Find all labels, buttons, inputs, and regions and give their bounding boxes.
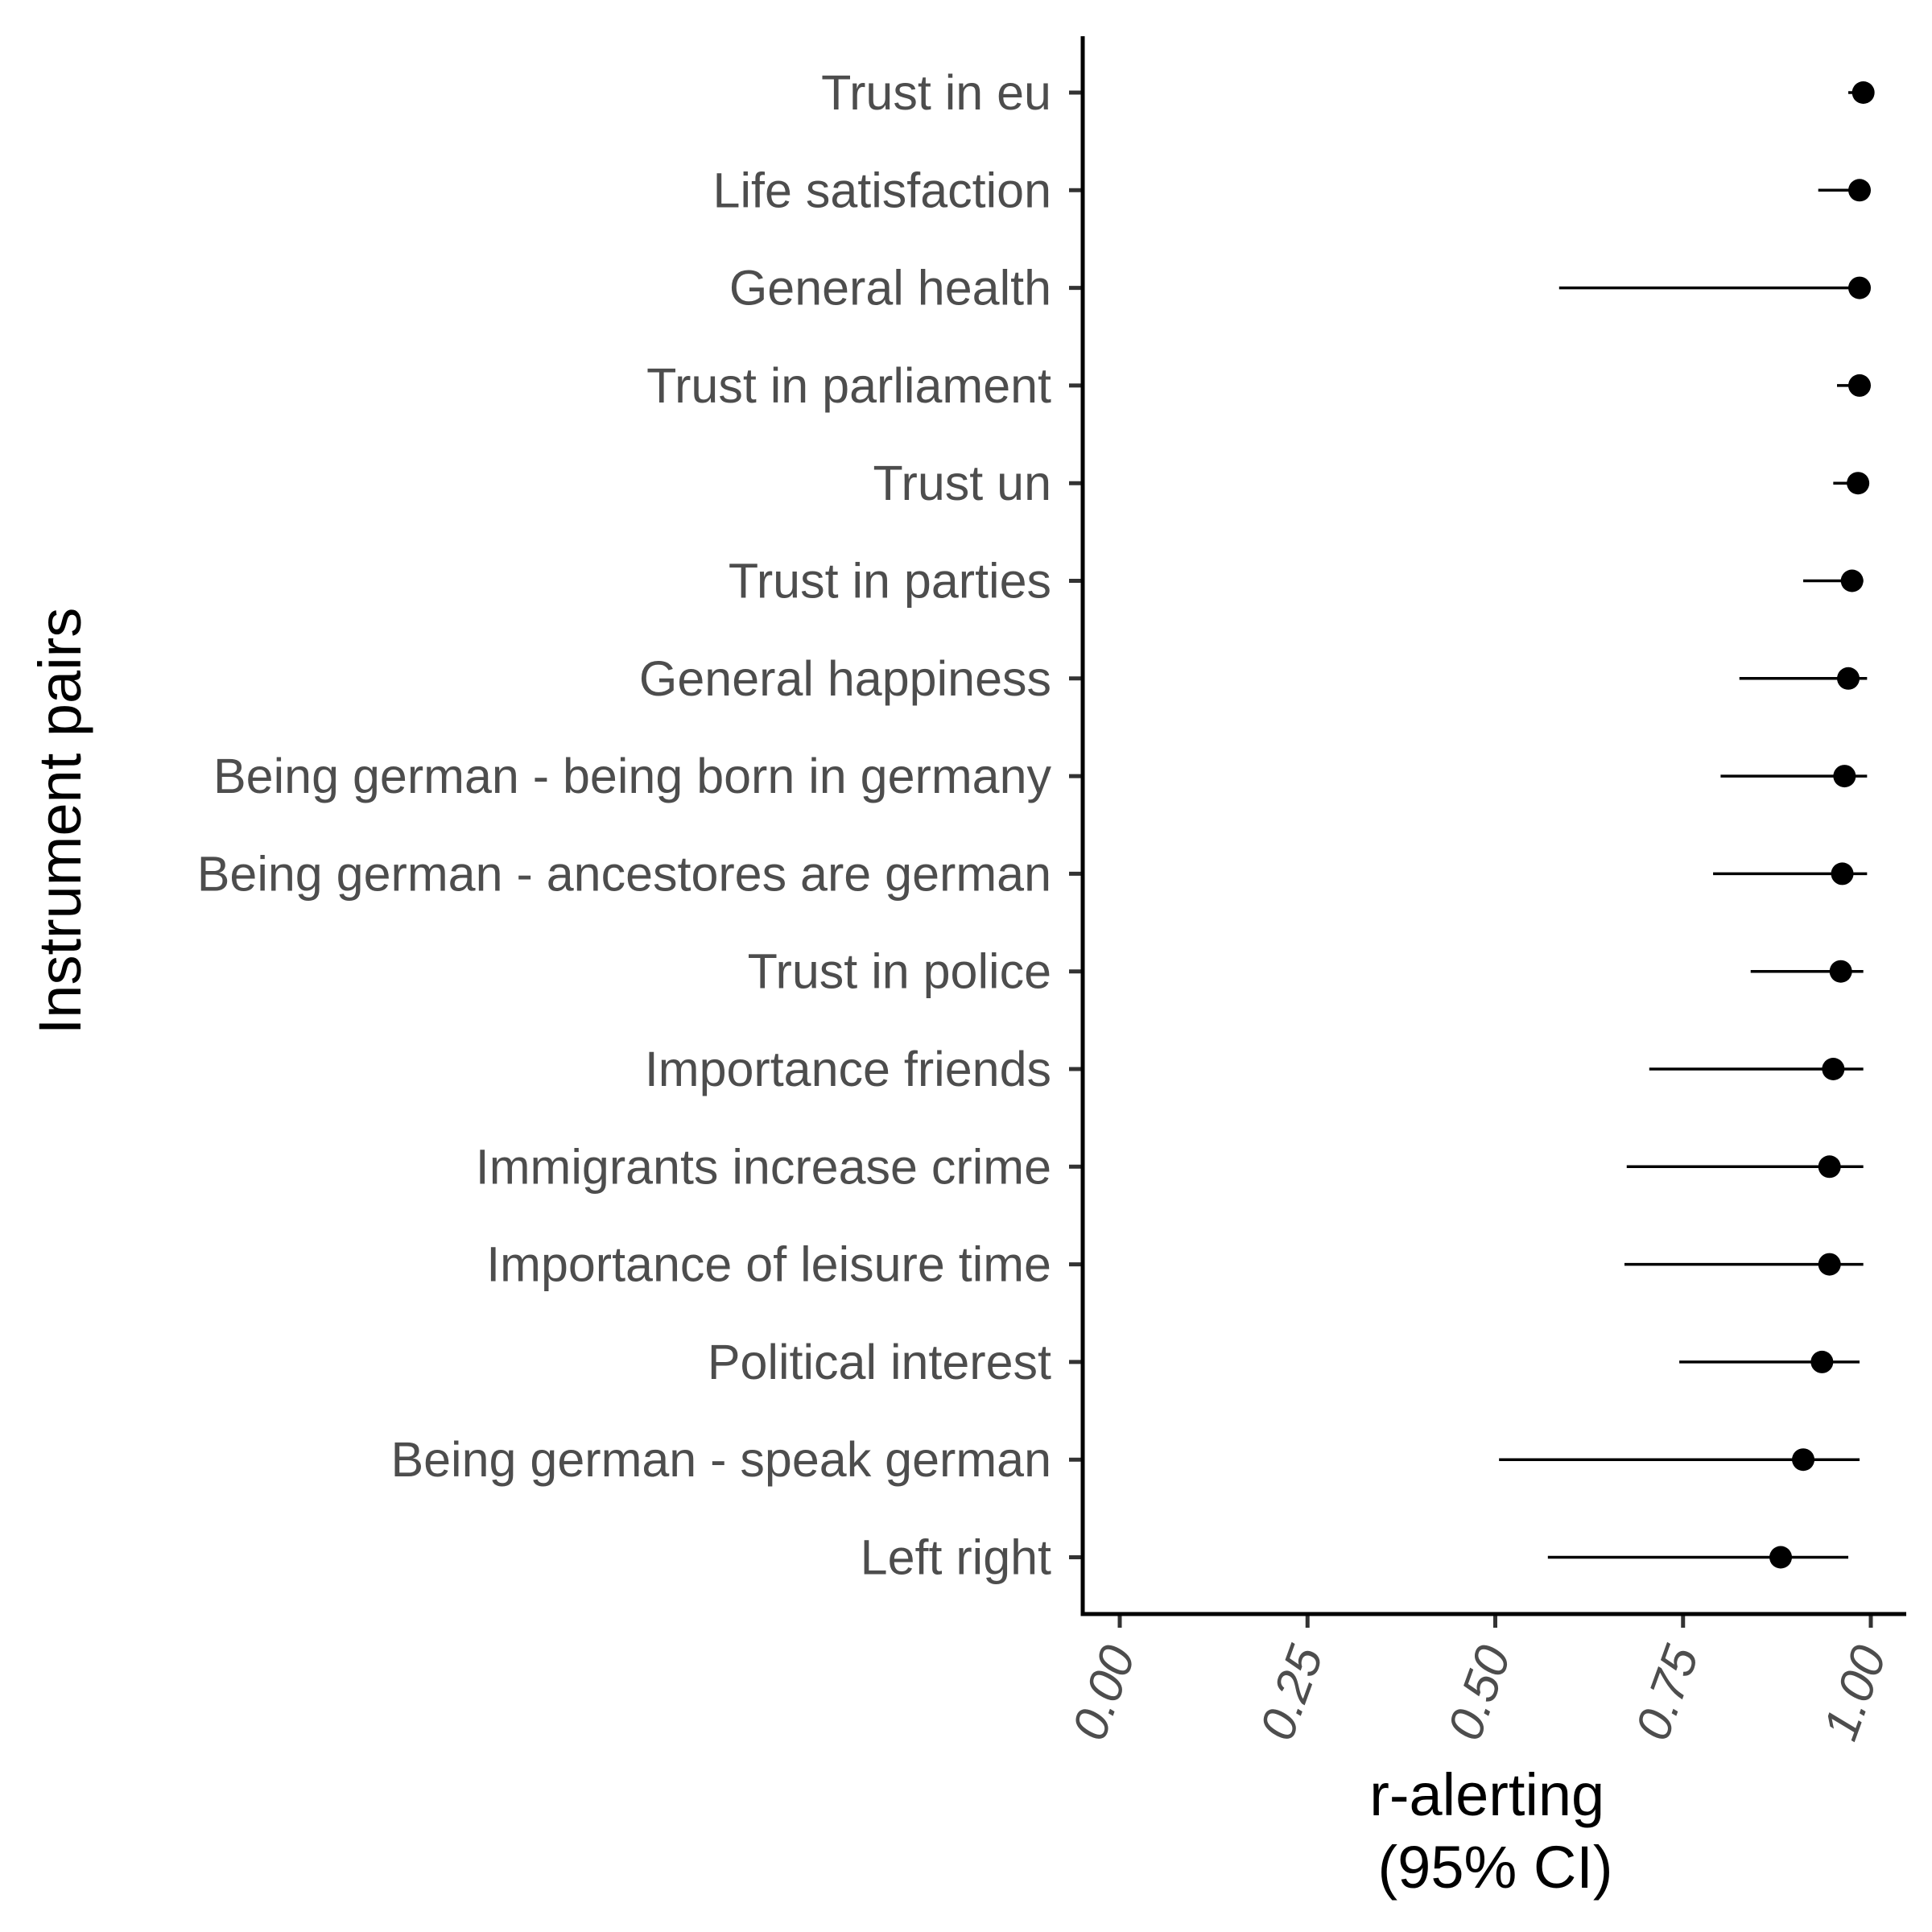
point-estimate bbox=[1848, 276, 1872, 299]
x-tick-label: 0.75 bbox=[1624, 1637, 1709, 1747]
x-axis-title: r-alerting (95% CI) bbox=[1369, 1761, 1621, 1901]
point-estimate bbox=[1831, 862, 1854, 886]
x-tick-label: 1.00 bbox=[1812, 1638, 1897, 1747]
category-label: Political interest bbox=[708, 1335, 1051, 1389]
category-label: General health bbox=[729, 261, 1051, 316]
confidence-intervals bbox=[1499, 91, 1868, 1559]
category-label: Being german - ancestores are german bbox=[197, 846, 1051, 901]
category-label: Trust in parliament bbox=[646, 358, 1051, 413]
x-axis-title-line-2: (95% CI) bbox=[1378, 1834, 1613, 1901]
point-estimates bbox=[1769, 81, 1875, 1569]
category-label: Being german - speak german bbox=[390, 1432, 1051, 1487]
y-axis-labels: Trust in eu Life satisfaction General heal… bbox=[197, 65, 1052, 1585]
x-axis-labels: 0.00 0.25 0.50 0.75 1.00 bbox=[1061, 1637, 1897, 1747]
category-label: Being german - being born in germany bbox=[213, 749, 1051, 803]
point-estimate bbox=[1840, 569, 1864, 592]
x-tick-label: 0.00 bbox=[1061, 1638, 1146, 1747]
category-label: Life satisfaction bbox=[713, 163, 1051, 217]
category-label: Trust un bbox=[873, 456, 1051, 510]
x-tick-label: 0.25 bbox=[1249, 1637, 1334, 1747]
category-label: Importance of leisure time bbox=[486, 1237, 1051, 1292]
point-estimate bbox=[1848, 179, 1872, 202]
point-estimate bbox=[1822, 1058, 1845, 1080]
y-axis-title: Instrument pairs bbox=[27, 608, 93, 1035]
x-axis-title-line-1: r-alerting bbox=[1369, 1761, 1604, 1828]
point-estimate bbox=[1810, 1350, 1834, 1373]
category-label: General happiness bbox=[639, 651, 1051, 706]
point-estimate bbox=[1829, 960, 1852, 983]
point-estimate bbox=[1769, 1546, 1793, 1569]
point-estimate bbox=[1848, 374, 1872, 397]
category-label: Importance friends bbox=[645, 1042, 1051, 1096]
y-axis-ticks bbox=[1069, 90, 1083, 1559]
point-estimate bbox=[1818, 1155, 1841, 1179]
x-tick-label: 0.50 bbox=[1437, 1638, 1521, 1747]
category-label: Trust in police bbox=[748, 944, 1051, 999]
category-label: Trust in parties bbox=[729, 554, 1051, 609]
category-label: Immigrants increase crime bbox=[476, 1139, 1051, 1194]
category-label: Trust in eu bbox=[821, 65, 1051, 120]
category-label: Left right bbox=[861, 1530, 1051, 1585]
point-estimate bbox=[1837, 667, 1860, 690]
x-axis-ticks bbox=[1117, 1614, 1873, 1628]
point-estimate bbox=[1852, 81, 1875, 104]
point-estimate bbox=[1818, 1253, 1841, 1276]
point-estimate bbox=[1833, 765, 1856, 788]
point-estimate bbox=[1792, 1448, 1815, 1472]
point-estimate bbox=[1847, 472, 1870, 495]
